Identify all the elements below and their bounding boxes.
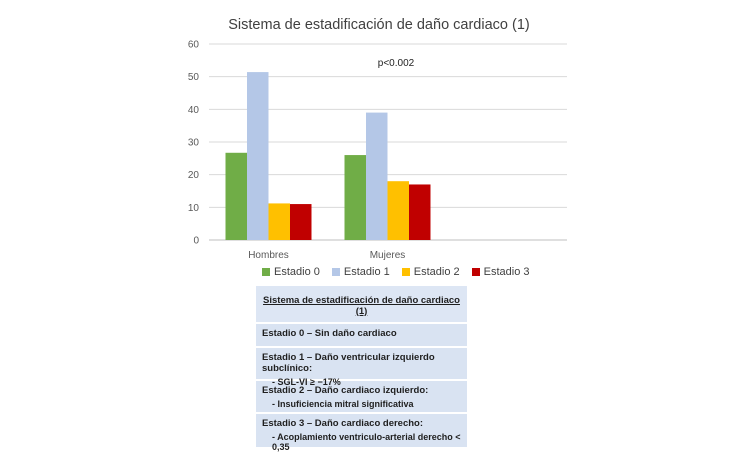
y-tick-label: 40: [188, 105, 200, 116]
chart-title: Sistema de estadificación de daño cardia…: [228, 17, 529, 33]
info-row-estadio-1: Estadio 1 – Daño ventricular izquierdo s…: [256, 348, 467, 387]
y-tick-label: 20: [188, 170, 200, 181]
staging-info-table: Sistema de estadificación de daño cardia…: [256, 286, 467, 452]
legend-item: Estadio 3: [471, 266, 530, 278]
bar: [225, 152, 247, 240]
y-tick-label: 50: [188, 72, 200, 83]
bar: [344, 155, 366, 240]
x-category-label: Hombres: [248, 250, 289, 261]
info-row-heading: Estadio 2 – Daño cardiaco izquierdo:: [262, 385, 429, 396]
info-row-estadio-0: Estadio 0 – Sin daño cardiaco: [256, 324, 467, 346]
p-value-annotation: p<0.002: [378, 58, 415, 69]
info-row-detail: - Insuficiencia mitral significativa: [272, 399, 414, 409]
legend-label: Estadio 0: [274, 266, 320, 278]
legend-item: Estadio 1: [331, 266, 390, 278]
legend-label: Estadio 3: [483, 266, 530, 278]
bar: [387, 181, 409, 240]
bar: [247, 72, 269, 241]
y-tick-label: 60: [188, 40, 200, 51]
y-tick-label: 0: [193, 236, 199, 247]
x-category-label: Mujeres: [370, 250, 406, 261]
bar: [268, 203, 290, 240]
legend-swatch: [471, 268, 480, 276]
legend-swatch: [401, 268, 410, 276]
y-tick-label: 10: [188, 203, 200, 214]
bars: [225, 72, 431, 241]
info-row-heading: Estadio 1 – Daño ventricular izquierdo s…: [262, 352, 435, 374]
info-row-estadio-2: Estadio 2 – Daño cardiaco izquierdo: - I…: [256, 381, 467, 412]
chart-legend: Estadio 0 Estadio 1 Estadio 2 Estadio 3: [262, 266, 530, 278]
info-table-title: Sistema de estadificación de daño cardia…: [256, 286, 467, 322]
info-row-heading: Estadio 3 – Daño cardiaco derecho:: [262, 418, 424, 429]
bar: [366, 112, 388, 240]
legend-swatch: [331, 268, 340, 276]
axes: 0 10 20 30 40 50 60 Hombres Mujeres: [188, 40, 405, 262]
bar: [409, 184, 431, 240]
info-row-estadio-3: Estadio 3 – Daño cardiaco derecho: - Aco…: [256, 414, 467, 452]
legend-label: Estadio 1: [343, 266, 390, 278]
legend-item: Estadio 0: [262, 266, 320, 278]
legend-label: Estadio 2: [413, 266, 460, 278]
legend-item: Estadio 2: [401, 266, 460, 278]
info-row-heading: Estadio 0 – Sin daño cardiaco: [262, 328, 397, 339]
y-tick-label: 30: [188, 138, 200, 149]
legend-swatch: [262, 268, 270, 276]
info-row-detail: - Acoplamiento ventriculo-arterial derec…: [272, 432, 461, 452]
info-row-detail: - SGL-VI ≥ −17%: [272, 377, 341, 387]
bar: [290, 204, 312, 240]
